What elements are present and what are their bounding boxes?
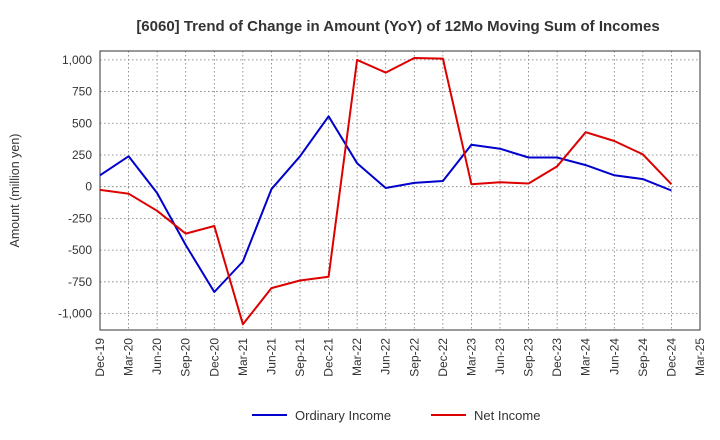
y-tick-label: -1,000 (58, 307, 92, 321)
x-tick-label: Dec-23 (550, 338, 564, 377)
series-line-net-income (99, 57, 673, 326)
x-tick-label: Sep-23 (522, 338, 536, 377)
grid (100, 51, 700, 330)
x-tick-label: Dec-22 (436, 338, 450, 377)
x-tick-label: Dec-20 (207, 338, 221, 377)
x-tick-label: Jun-24 (607, 338, 621, 375)
x-tick-label: Mar-20 (122, 338, 136, 376)
x-tick-label: Mar-23 (464, 338, 478, 376)
legend-label-ordinary-income: Ordinary Income (295, 408, 391, 423)
y-tick-label: 0 (85, 180, 92, 194)
x-axis-ticks: Dec-19 Mar-20 Jun-20 Sep-20 Dec-20 Mar-21 Jun-… (93, 338, 707, 377)
x-tick-label: Mar-24 (579, 338, 593, 376)
legend: Ordinary Income Net Income (252, 408, 540, 423)
y-axis-ticks: 1,000 750 500 250 0 -250 -500 -750 -1,000 (58, 53, 92, 321)
y-axis-label: Amount (million yen) (8, 134, 22, 248)
x-tick-label: Mar-21 (236, 338, 250, 376)
x-tick-label: Sep-24 (636, 338, 650, 377)
y-tick-label: -500 (68, 243, 92, 257)
chart-title: [6060] Trend of Change in Amount (YoY) o… (136, 18, 659, 35)
x-tick-label: Jun-22 (379, 338, 393, 375)
x-tick-label: Dec-21 (322, 338, 336, 377)
x-tick-label: Dec-19 (93, 338, 107, 377)
x-tick-label: Sep-21 (293, 338, 307, 377)
x-tick-label: Mar-22 (350, 338, 364, 376)
series-lines (99, 57, 673, 326)
series-line-ordinary-income (99, 115, 672, 293)
y-tick-label: 250 (72, 148, 92, 162)
x-tick-label: Sep-22 (407, 338, 421, 377)
x-tick-label: Jun-23 (493, 338, 507, 375)
y-tick-label: -750 (68, 275, 92, 289)
x-tick-label: Sep-20 (179, 338, 193, 377)
y-tick-label: -250 (68, 211, 92, 225)
y-tick-label: 1,000 (62, 53, 92, 67)
x-tick-label: Dec-24 (664, 338, 678, 377)
x-tick-label: Jun-21 (264, 338, 278, 375)
plot-frame (99, 50, 701, 331)
y-tick-label: 750 (72, 85, 92, 99)
y-tick-label: 500 (72, 116, 92, 130)
x-tick-label: Jun-20 (150, 338, 164, 375)
legend-label-net-income: Net Income (474, 408, 540, 423)
x-tick-label: Mar-25 (693, 338, 707, 376)
